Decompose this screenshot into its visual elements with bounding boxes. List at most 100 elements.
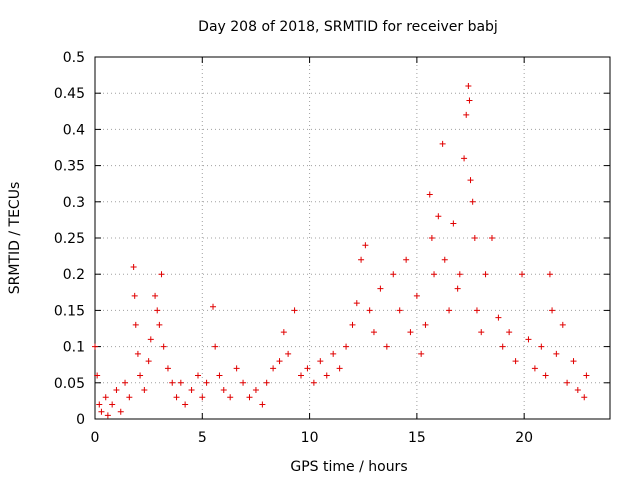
data-point bbox=[495, 314, 502, 321]
data-point bbox=[461, 155, 468, 162]
x-tick-label: 20 bbox=[515, 430, 533, 446]
data-point bbox=[246, 394, 253, 401]
data-point bbox=[188, 387, 195, 394]
data-point bbox=[227, 394, 234, 401]
data-point bbox=[531, 365, 538, 372]
y-tick-label: 0.45 bbox=[54, 86, 85, 102]
data-point bbox=[147, 336, 154, 343]
data-point bbox=[164, 365, 171, 372]
data-point bbox=[422, 321, 429, 328]
data-point bbox=[330, 350, 337, 357]
data-point bbox=[488, 235, 495, 241]
data-point bbox=[252, 387, 259, 394]
data-point bbox=[276, 358, 283, 365]
data-point bbox=[216, 372, 223, 379]
data-point bbox=[574, 387, 581, 394]
data-point bbox=[131, 292, 138, 299]
data-point bbox=[559, 321, 566, 328]
data-point bbox=[370, 329, 377, 336]
data-point bbox=[506, 329, 513, 336]
data-point bbox=[280, 329, 287, 336]
data-point bbox=[446, 307, 453, 314]
data-point bbox=[435, 213, 442, 220]
data-point bbox=[499, 343, 506, 350]
y-tick-label: 0.2 bbox=[63, 267, 85, 283]
data-point bbox=[366, 307, 373, 314]
data-point bbox=[141, 387, 148, 394]
data-point bbox=[441, 256, 448, 263]
y-tick-label: 0.1 bbox=[63, 340, 85, 356]
data-point bbox=[570, 358, 577, 365]
y-tick-label: 0.3 bbox=[63, 195, 85, 211]
data-point bbox=[270, 365, 277, 372]
x-tick-label: 5 bbox=[198, 430, 207, 446]
data-point bbox=[383, 343, 390, 350]
data-points bbox=[92, 82, 590, 419]
data-point bbox=[358, 256, 365, 263]
data-point bbox=[126, 394, 133, 401]
y-tick-label: 0.25 bbox=[54, 231, 85, 247]
data-point bbox=[478, 329, 485, 336]
y-tick-label: 0.4 bbox=[63, 122, 85, 138]
chart-title: Day 208 of 2018, SRMTID for receiver bab… bbox=[198, 19, 498, 35]
y-tick-label: 0.35 bbox=[54, 159, 85, 175]
data-point bbox=[538, 343, 545, 350]
data-point bbox=[456, 271, 463, 278]
data-point bbox=[173, 394, 180, 401]
data-point bbox=[463, 111, 470, 118]
data-point bbox=[122, 379, 129, 386]
data-point bbox=[117, 408, 124, 415]
data-point bbox=[564, 379, 571, 386]
data-point bbox=[182, 401, 189, 408]
data-point bbox=[210, 303, 217, 310]
data-point bbox=[145, 358, 152, 365]
data-point bbox=[130, 263, 137, 270]
data-point bbox=[553, 350, 560, 357]
y-tick-label: 0 bbox=[76, 412, 85, 428]
data-point bbox=[98, 408, 105, 415]
data-point bbox=[542, 372, 549, 379]
data-point bbox=[581, 394, 588, 401]
data-point bbox=[304, 365, 311, 372]
data-point bbox=[467, 177, 474, 184]
data-point bbox=[102, 394, 109, 401]
data-point bbox=[413, 292, 420, 299]
data-point bbox=[158, 271, 165, 278]
data-point bbox=[431, 271, 438, 278]
data-point bbox=[160, 343, 167, 350]
data-point bbox=[454, 285, 461, 292]
data-point bbox=[96, 401, 103, 408]
data-point bbox=[317, 358, 324, 365]
y-tick-label: 0.5 bbox=[63, 50, 85, 66]
data-point bbox=[469, 198, 476, 205]
tick-label-layer: 0 0.05 0.1 0.15 0.2 0.25 0.3 0.35 0.4 0.45 0.5 0 5 10… bbox=[54, 50, 533, 446]
data-point bbox=[220, 387, 227, 394]
data-point bbox=[471, 235, 478, 241]
data-point bbox=[450, 220, 457, 227]
data-point bbox=[336, 365, 343, 372]
data-point bbox=[199, 394, 206, 401]
data-point bbox=[154, 307, 161, 314]
data-point bbox=[546, 271, 553, 278]
data-point bbox=[169, 379, 176, 386]
y-tick-label: 0.15 bbox=[54, 303, 85, 319]
data-point bbox=[343, 343, 350, 350]
data-point bbox=[426, 191, 433, 198]
data-point bbox=[473, 307, 480, 314]
plot-frame bbox=[94, 56, 611, 420]
data-point bbox=[407, 329, 414, 336]
data-point bbox=[512, 358, 519, 365]
data-point bbox=[439, 140, 446, 147]
data-point bbox=[465, 82, 472, 89]
data-point bbox=[291, 307, 298, 314]
data-point bbox=[377, 285, 384, 292]
data-point bbox=[418, 350, 425, 357]
data-point bbox=[403, 256, 410, 263]
data-point bbox=[134, 350, 141, 357]
grid-layer bbox=[95, 57, 610, 419]
data-point bbox=[104, 412, 111, 419]
data-point bbox=[240, 379, 247, 386]
y-tick-label: 0.05 bbox=[54, 376, 85, 392]
data-point bbox=[396, 307, 403, 314]
